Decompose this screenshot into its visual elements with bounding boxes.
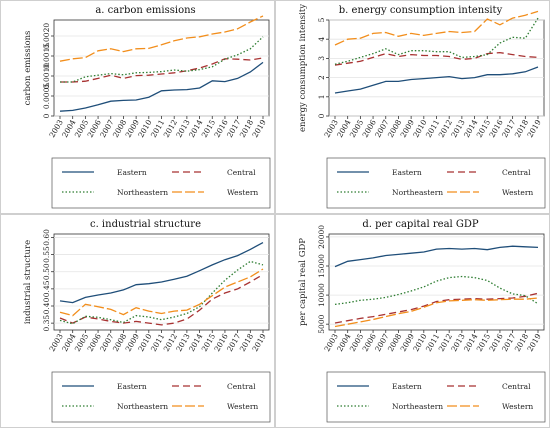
- y-tick-label: 0.40: [42, 297, 51, 314]
- y-tick-label: 0.60: [42, 229, 51, 246]
- panel-3: d. per capital real GDP 5000 10000 15000 200…: [275, 214, 550, 428]
- legend-label-western: Western: [502, 188, 533, 197]
- legend-label-northeastern: Northeastern: [392, 402, 443, 411]
- y-tick-label: 2: [317, 75, 326, 80]
- series-line-northeastern: [334, 275, 539, 306]
- legend-label-eastern: Eastern: [392, 382, 422, 391]
- y-tick-label: 5000: [317, 314, 326, 333]
- series-line-western: [334, 10, 539, 46]
- chart-title: d. per capital real GDP: [362, 219, 479, 230]
- legend-label-northeastern: Northeastern: [392, 188, 443, 197]
- y-tick-label: 0: [42, 113, 51, 118]
- legend: Eastern Central Northeastern Western: [51, 371, 271, 423]
- series-line-central: [59, 273, 264, 326]
- y-tick-label: 0.50: [42, 263, 51, 280]
- legend-box: [326, 157, 546, 209]
- series-line-northeastern: [60, 36, 264, 83]
- panel-2: c. industrial structure0.350.400.450.500…: [0, 214, 275, 428]
- legend-label-northeastern: Northeastern: [117, 402, 168, 411]
- series-line-central: [334, 51, 539, 66]
- legend: Eastern Central Northeastern Western: [326, 371, 546, 423]
- panel-1: b. energy consumption intensity 0 1 2 3 4 5 ene…: [275, 0, 550, 214]
- legend-label-eastern: Eastern: [117, 168, 147, 177]
- legend-label-eastern: Eastern: [392, 168, 422, 177]
- chart-title: b. energy consumption intensity: [339, 5, 503, 16]
- y-tick-label: 0.0020: [42, 23, 51, 49]
- legend-box: [51, 157, 271, 209]
- y-tick-label: 20000: [317, 225, 326, 249]
- series-line-northeastern: [59, 260, 264, 325]
- legend-box: [326, 371, 546, 423]
- y-tick-label: 15000: [317, 254, 326, 278]
- legend-box: [51, 371, 271, 423]
- y-tick-label: 1: [317, 94, 326, 99]
- legend: Eastern Central Northeastern Western: [51, 157, 271, 209]
- series-line-eastern: [334, 66, 539, 94]
- series-line-central: [334, 292, 539, 324]
- series-line-eastern: [59, 242, 264, 304]
- legend: Eastern Central Northeastern Western: [326, 157, 546, 209]
- series-line-eastern: [334, 245, 539, 268]
- y-tick-label: 10000: [317, 283, 326, 307]
- y-axis-label: carbon emissions: [23, 31, 33, 106]
- series-line-eastern: [59, 61, 264, 112]
- y-tick-label: 0.0015: [42, 43, 51, 69]
- series-line-central: [60, 57, 264, 83]
- legend-label-central: Central: [502, 382, 531, 391]
- y-axis-label: industrial structure: [23, 240, 33, 324]
- y-tick-label: 5: [317, 17, 326, 22]
- legend-label-northeastern: Northeastern: [117, 188, 168, 197]
- y-tick-label: 0.45: [42, 280, 51, 297]
- chart-title: a. carbon emissions: [95, 5, 195, 16]
- plot-area: [53, 19, 270, 117]
- series-line-western: [59, 15, 264, 62]
- y-axis-label: energy consumption intensity: [298, 4, 308, 132]
- plot-area: [328, 19, 545, 117]
- legend-label-central: Central: [502, 168, 531, 177]
- legend-label-western: Western: [502, 402, 533, 411]
- series-line-western: [59, 268, 264, 317]
- legend-label-central: Central: [227, 382, 256, 391]
- plot-area: [328, 233, 545, 331]
- legend-label-western: Western: [227, 188, 258, 197]
- legend-label-western: Western: [227, 402, 258, 411]
- y-tick-label: 0.0010: [42, 63, 51, 89]
- y-tick-label: 0.55: [42, 246, 51, 263]
- y-axis-label: per capital real GDP: [298, 238, 308, 326]
- series-line-northeastern: [334, 17, 539, 65]
- panel-0: a. carbon emissions 0 0.00050.00100.00150.…: [0, 0, 275, 214]
- legend-label-central: Central: [227, 168, 256, 177]
- y-tick-label: 0.0005: [42, 83, 51, 109]
- chart-title: c. industrial structure: [90, 219, 201, 230]
- series-line-western: [334, 297, 539, 328]
- y-tick-label: 0: [317, 113, 326, 118]
- y-tick-label: 0.35: [42, 315, 51, 332]
- legend-label-eastern: Eastern: [117, 382, 147, 391]
- y-tick-label: 3: [317, 56, 326, 61]
- y-tick-label: 4: [317, 37, 326, 42]
